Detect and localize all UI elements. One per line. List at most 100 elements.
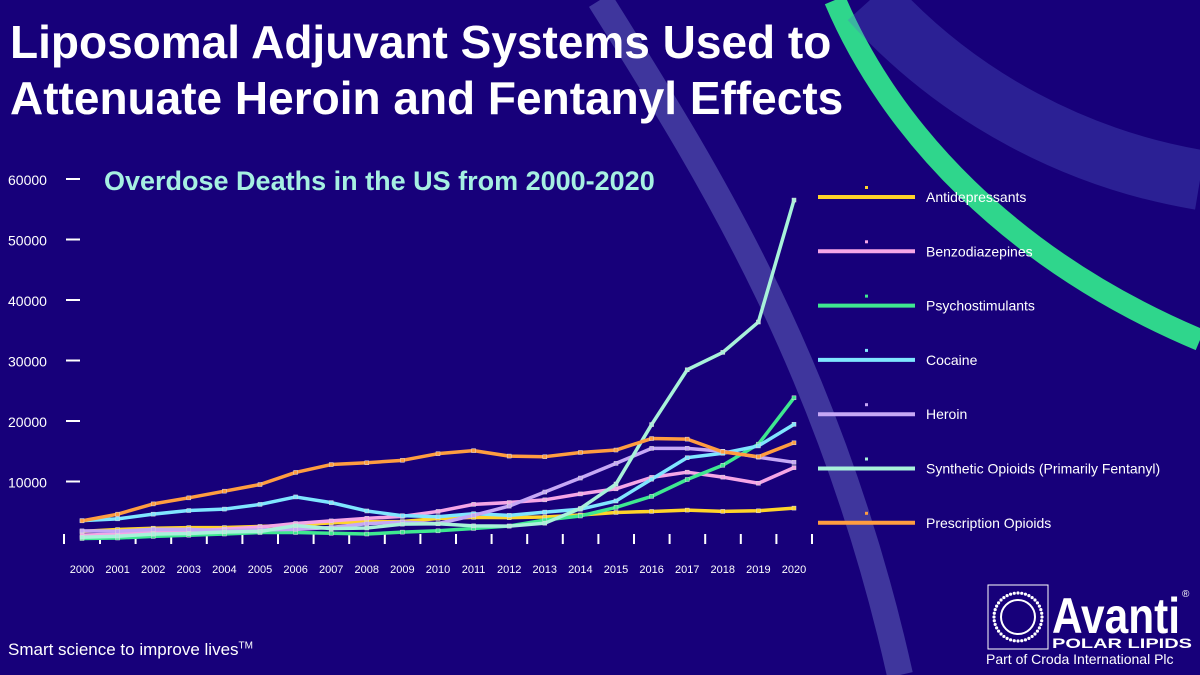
data-point [791,505,797,511]
y-tick-label: 60000 [8,172,47,188]
data-point [506,453,512,459]
data-point [791,422,797,427]
data-point [186,531,192,536]
data-point [613,447,619,453]
data-point [364,460,370,465]
svg-text:®: ® [1182,589,1190,600]
tagline-text: Smart science to improve lives [8,640,239,659]
data-point [649,476,654,482]
x-tick-label: 2012 [497,564,521,576]
data-point [684,477,690,482]
x-tick-label: 2005 [248,564,272,576]
data-point [542,497,548,503]
data-point [649,494,654,499]
data-point [756,443,761,449]
data-point [115,533,120,539]
data-point [471,523,476,529]
data-point [578,506,583,511]
data-point [186,508,192,513]
data-point [364,516,370,521]
data-point [791,465,797,470]
legend-label: Antidepressants [926,189,1026,205]
data-point [328,500,334,505]
data-point [506,523,512,529]
y-tick-label: 10000 [8,475,47,491]
legend-marker [865,403,868,407]
data-point [257,529,263,534]
x-tick-label: 2013 [533,564,557,576]
data-point [578,450,583,455]
data-point [791,460,797,465]
data-point [684,436,690,442]
data-point [471,513,476,518]
data-point [684,455,690,460]
legend-marker [865,348,868,352]
svg-text:Avanti: Avanti [1052,588,1180,644]
data-point [506,513,512,518]
data-point [435,528,441,534]
data-point [115,528,120,534]
data-point [435,514,441,519]
x-tick-label: 2008 [355,564,379,576]
x-tick-label: 2002 [141,564,165,576]
data-point [542,454,548,459]
data-point [328,526,334,531]
data-point [79,535,85,540]
data-point [257,482,263,487]
title-line-1: Liposomal Adjuvant Systems Used to [10,16,832,68]
data-point [791,395,797,401]
legend-marker [865,294,868,298]
data-point [79,518,85,524]
x-tick-label: 2018 [711,564,735,576]
data-point [364,521,370,526]
data-point [578,491,583,497]
x-tick-label: 2009 [390,564,414,576]
x-tick-label: 2003 [177,564,201,576]
y-tick-label: 50000 [8,233,47,249]
data-point [435,521,441,527]
data-point [649,422,654,427]
x-tick-label: 2010 [426,564,450,576]
data-point [471,448,476,453]
y-tick-label: 30000 [8,354,47,370]
legend-label: Heroin [926,406,967,422]
faint-arc [847,0,1200,210]
data-point [186,527,192,532]
data-point [684,367,690,373]
data-point [542,509,548,515]
data-point [328,531,334,536]
data-point [613,498,619,504]
x-tick-label: 2007 [319,564,343,576]
data-point [293,527,298,532]
x-tick-label: 2011 [462,564,486,576]
legend-marker [865,457,868,461]
data-point [115,511,120,517]
data-point [578,513,583,519]
legend-label: Psychostimulants [926,298,1035,314]
data-point [293,470,298,475]
data-point [471,502,476,507]
light-arc [588,0,913,675]
data-point [720,449,726,455]
data-point [684,507,690,513]
data-point [257,502,263,507]
data-point [613,505,619,510]
data-point [756,508,761,514]
data-point [720,509,726,514]
data-point [222,506,227,512]
data-point [720,463,726,468]
data-point [222,488,227,494]
data-point [222,529,227,535]
data-point [435,451,441,456]
data-point [684,469,690,475]
x-tick-label: 2020 [782,564,806,576]
avanti-logo: Avanti ® POLAR LIPIDS [987,584,1192,651]
data-point [756,319,761,325]
data-point [150,501,156,507]
data-point [649,509,654,514]
legend-label: Synthetic Opioids (Primarily Fentanyl) [926,461,1160,477]
data-point [720,474,726,480]
x-tick-label: 2004 [212,564,236,576]
data-point [542,520,548,526]
